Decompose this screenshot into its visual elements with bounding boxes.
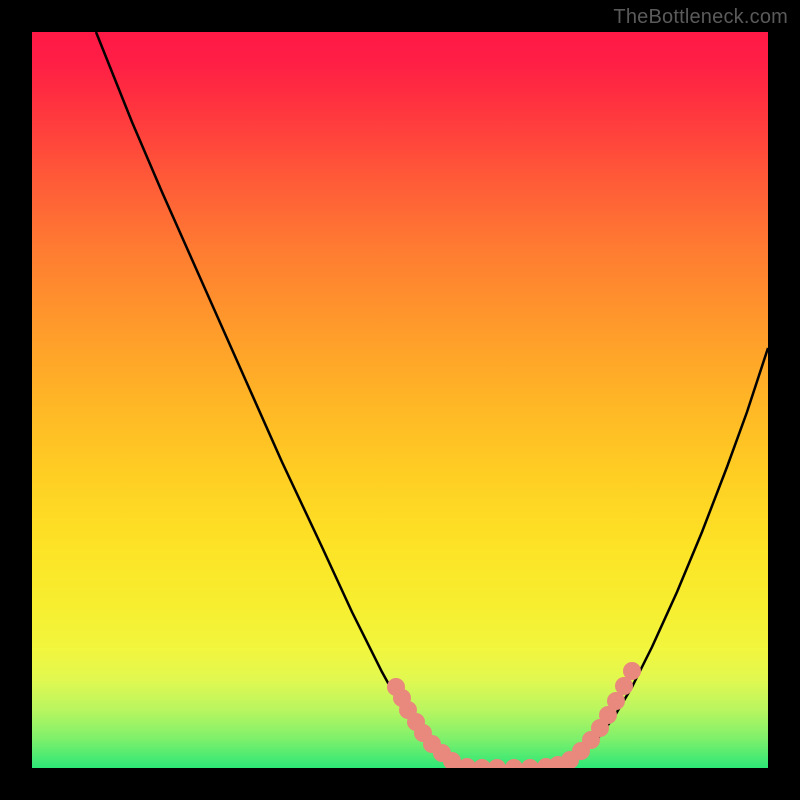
curve-svg	[32, 32, 768, 768]
bottleneck-curve-left	[96, 32, 470, 768]
curve-marker	[505, 759, 523, 768]
curve-marker	[521, 759, 539, 768]
plot-area	[32, 32, 768, 768]
bottleneck-curve-right	[557, 348, 768, 767]
watermark-text: TheBottleneck.com	[613, 6, 788, 29]
curve-marker	[623, 662, 641, 680]
markers-group	[387, 662, 641, 768]
curve-marker	[488, 759, 506, 768]
